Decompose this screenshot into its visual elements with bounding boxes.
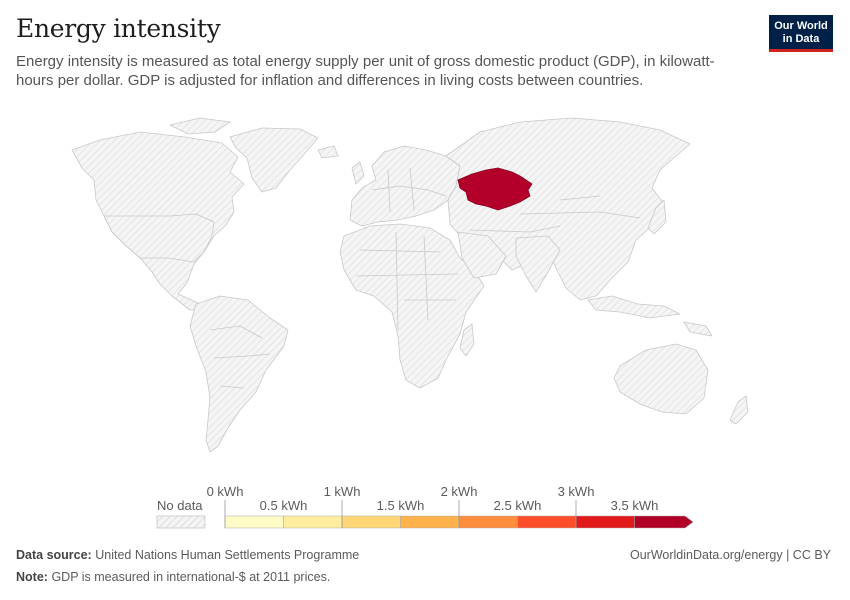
region-europe[interactable] xyxy=(349,145,461,227)
chart-title: Energy intensity xyxy=(16,14,221,43)
map-legend: No data 0 kWh 1 kWh 2 kWh 3 kWh 0.5 kWh 1.5 k… xyxy=(156,484,694,529)
legend-tick-label-1: 1 kWh xyxy=(324,484,361,499)
region-canada-islands[interactable] xyxy=(169,117,231,135)
legend-bin-5[interactable] xyxy=(517,515,577,529)
legend-mid-label-2: 2.5 kWh xyxy=(494,498,542,513)
logo-line-1: Our World xyxy=(774,20,828,32)
country-iceland[interactable] xyxy=(317,145,339,159)
country-australia[interactable] xyxy=(613,343,709,415)
note-text: GDP is measured in international-$ at 20… xyxy=(51,570,331,584)
region-se-asia-islands[interactable] xyxy=(587,295,681,319)
owid-logo[interactable]: Our World in Data xyxy=(769,15,833,52)
legend-mid-label-3: 3.5 kWh xyxy=(611,498,659,513)
legend-nodata-label: No data xyxy=(157,498,203,513)
legend-labels: 0 kWh 1 kWh 2 kWh 3 kWh 0.5 kWh 1.5 kWh 2.5 kW… xyxy=(207,484,659,528)
country-uk[interactable] xyxy=(351,161,365,185)
source-label: Data source: xyxy=(16,548,92,562)
country-new-zealand[interactable] xyxy=(729,395,749,425)
legend-nodata-swatch[interactable] xyxy=(156,515,206,529)
legend-bin-4[interactable] xyxy=(458,515,518,529)
logo-line-2: in Data xyxy=(782,32,820,45)
note-label: Note: xyxy=(16,570,48,584)
region-north-america[interactable] xyxy=(71,131,245,311)
legend-tick-label-3: 3 kWh xyxy=(558,484,595,499)
world-map xyxy=(71,117,749,453)
country-japan[interactable] xyxy=(647,199,667,235)
legend-bin-1[interactable] xyxy=(283,515,343,529)
region-africa[interactable] xyxy=(339,223,485,389)
country-india[interactable] xyxy=(515,235,561,293)
country-greenland[interactable] xyxy=(229,127,319,193)
legend-bin-0[interactable] xyxy=(224,515,284,529)
country-madagascar[interactable] xyxy=(459,323,475,357)
legend-bin-3[interactable] xyxy=(400,515,460,529)
legend-bin-6[interactable] xyxy=(575,515,635,529)
chart-subtitle: Energy intensity is measured as total en… xyxy=(16,53,715,89)
source-text[interactable]: United Nations Human Settlements Program… xyxy=(95,548,360,562)
footer-license[interactable]: OurWorldinData.org/energy | CC BY xyxy=(629,548,831,562)
region-arabia[interactable] xyxy=(457,231,507,279)
legend-bin-7[interactable] xyxy=(634,515,694,529)
country-png[interactable] xyxy=(683,321,713,337)
legend-bin-2[interactable] xyxy=(341,515,401,529)
legend-mid-label-0: 0.5 kWh xyxy=(260,498,308,513)
country-usa[interactable] xyxy=(103,213,215,263)
footer-source: Data source: United Nations Human Settle… xyxy=(16,548,359,562)
country-kazakhstan[interactable] xyxy=(457,167,533,211)
region-south-america[interactable] xyxy=(189,295,289,453)
legend-mid-label-1: 1.5 kWh xyxy=(377,498,425,513)
footer-note: Note: GDP is measured in international-$… xyxy=(16,570,330,584)
legend-tick-label-2: 2 kWh xyxy=(441,484,478,499)
legend-bins xyxy=(224,515,694,529)
legend-tick-label-0: 0 kWh xyxy=(207,484,244,499)
